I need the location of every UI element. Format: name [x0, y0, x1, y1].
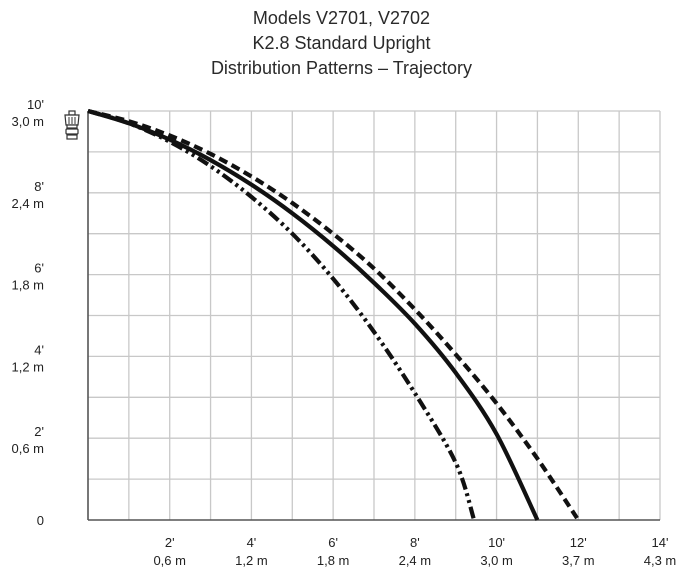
x-tick-label-ft: 12' — [570, 535, 587, 550]
chart-subtitle-pattern: Distribution Patterns – Trajectory — [210, 58, 473, 78]
x-tick-label-m: 3,0 m — [480, 553, 513, 568]
x-tick-label-ft: 10' — [488, 535, 505, 550]
x-tick-label-m: 2,4 m — [399, 553, 432, 568]
sprinkler-head-icon — [64, 110, 80, 140]
y-tick-label-ft: 0 — [37, 513, 44, 528]
y-tick-label-m: 3,0 m — [11, 114, 44, 129]
x-tick-label-m: 1,8 m — [317, 553, 350, 568]
x-tick-label-m: 3,7 m — [562, 553, 595, 568]
chart-subtitle-model: K2.8 Standard Upright — [252, 33, 431, 53]
y-tick-label-ft: 10' — [27, 97, 44, 112]
trajectory-curve-dash-dot-dot — [87, 108, 477, 521]
trajectory-curve-dotted — [87, 108, 581, 522]
y-tick-label-ft: 4' — [34, 342, 44, 357]
grid — [87, 110, 661, 521]
chart-title: Models V2701, V2702 — [252, 8, 431, 28]
y-tick-label-ft: 2' — [34, 424, 44, 439]
y-tick-label-ft: 8' — [34, 179, 44, 194]
axis-tick-labels: 2' 0,6 m 4' 1,2 m 6' 1,8 m 8' 2,4 m 10' 3,0 m 12' 3… — [11, 97, 676, 568]
y-tick-label-m: 1,8 m — [11, 278, 44, 293]
x-tick-label-m: 0,6 m — [153, 553, 186, 568]
x-tick-label-ft: 14' — [652, 535, 669, 550]
trajectory-series — [87, 108, 581, 522]
y-tick-label-m: 2,4 m — [11, 196, 44, 211]
chart-title-block: Models V2701, V2702 K2.8 Standard Uprigh… — [0, 6, 683, 81]
x-tick-label-m: 4,3 m — [644, 553, 677, 568]
x-tick-label-ft: 8' — [410, 535, 420, 550]
x-tick-label-m: 1,2 m — [235, 553, 268, 568]
x-tick-label-ft: 2' — [165, 535, 175, 550]
y-tick-label-ft: 6' — [34, 261, 44, 276]
y-tick-label-m: 1,2 m — [11, 359, 44, 374]
y-tick-label-m: 0,6 m — [11, 441, 44, 456]
x-tick-label-ft: 6' — [328, 535, 338, 550]
x-tick-label-ft: 4' — [247, 535, 257, 550]
